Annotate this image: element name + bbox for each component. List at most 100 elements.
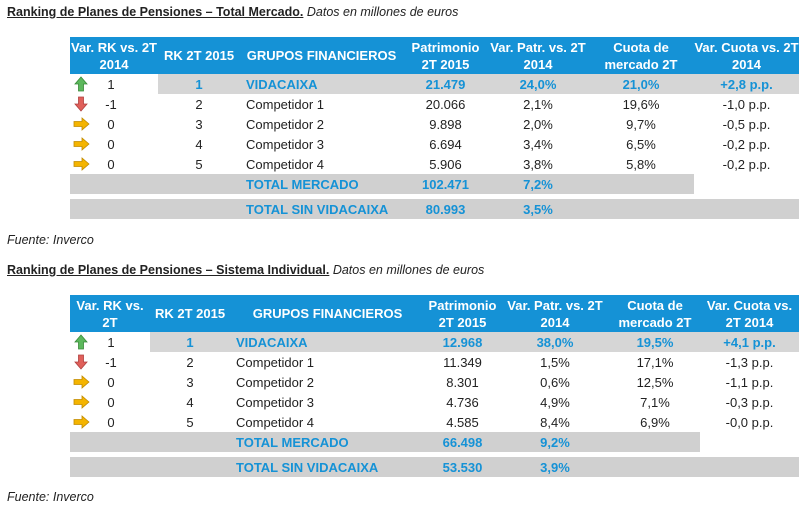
header-var-cuota: Var. Cuota vs. 2T 2014 (700, 295, 799, 332)
var-rk-value: 1 (107, 76, 115, 92)
patrimonio-value: 9.898 (429, 116, 462, 132)
header-grupos: GRUPOS FINANCIEROS (240, 37, 403, 74)
var-patr-value: 38,0% (500, 332, 610, 352)
total-var-patr: 7,2% (488, 174, 588, 194)
total-sin-label: TOTAL SIN VIDACAIXA (240, 199, 403, 219)
total-var-patr: 9,2% (500, 432, 610, 452)
cuota-value: 5,8% (626, 156, 656, 172)
cuota-value: 6,5% (626, 136, 656, 152)
header-var-rk: Var. RK vs. 2T (70, 295, 150, 332)
var-rk-value: 0 (107, 394, 115, 410)
var-rk-value: 1 (107, 334, 115, 350)
source-note: Fuente: Inverco (7, 233, 94, 247)
var-patr-value: 2,1% (523, 96, 553, 112)
var-rk-value: 0 (107, 156, 115, 172)
right-arrow-icon (70, 395, 92, 409)
total-sin-vidacaixa-row: TOTAL SIN VIDACAIXA 53.530 3,9% (70, 457, 799, 477)
header-cuota: Cuota de mercado 2T (610, 295, 700, 332)
header-var-patr: Var. Patr. vs. 2T 2014 (500, 295, 610, 332)
var-cuota-value: -1,3 p.p. (725, 354, 774, 370)
var-cuota-value: -1,1 p.p. (725, 374, 774, 390)
patrimonio-value: 4.736 (446, 394, 479, 410)
table-row: 1 1 VIDACAIXA 12.968 38,0% 19,5% +4,1 p.p. (70, 332, 799, 352)
rk-value: 4 (195, 136, 203, 152)
var-patr-value: 24,0% (488, 74, 588, 94)
table-row: 0 5 Competidor 4 4.585 8,4% 6,9% -0,0 p.p. (70, 412, 799, 432)
total-sin-patrimonio: 80.993 (403, 199, 488, 219)
var-rk-value: -1 (105, 96, 117, 112)
table-row: 0 4 Competidor 3 4.736 4,9% 7,1% -0,3 p.p. (70, 392, 799, 412)
group-name: Competidor 1 (246, 96, 325, 112)
cuota-value: 17,1% (636, 354, 674, 370)
up-arrow-icon (70, 334, 92, 350)
table-row: -1 2 Competidor 1 20.066 2,1% 19,6% -1,0 p.p. (70, 94, 799, 114)
total-patrimonio: 102.471 (403, 174, 488, 194)
patrimonio-value: 5.906 (429, 156, 462, 172)
rk-value: 1 (158, 74, 240, 94)
var-patr-value: 3,8% (523, 156, 553, 172)
right-arrow-icon (70, 375, 92, 389)
var-cuota-value: -0,3 p.p. (725, 394, 774, 410)
rk-value: 3 (195, 116, 203, 132)
var-rk-value: 0 (107, 116, 115, 132)
table-row: 0 4 Competidor 3 6.694 3,4% 6,5% -0,2 p.p. (70, 134, 799, 154)
total-sin-label: TOTAL SIN VIDACAIXA (230, 457, 425, 477)
source-note: Fuente: Inverco (7, 490, 94, 504)
right-arrow-icon (70, 157, 92, 171)
title-subtitle: Datos en millones de euros (332, 263, 485, 277)
table-row: 0 5 Competidor 4 5.906 3,8% 5,8% -0,2 p.p. (70, 154, 799, 174)
header-var-cuota: Var. Cuota vs. 2T 2014 (694, 37, 799, 74)
header-rk: RK 2T 2015 (158, 37, 240, 74)
table-row: -1 2 Competidor 1 11.349 1,5% 17,1% -1,3 p.p. (70, 352, 799, 372)
total-row: TOTAL MERCADO 66.498 9,2% (70, 432, 799, 452)
total-patrimonio: 66.498 (425, 432, 500, 452)
var-cuota-value: -0,2 p.p. (722, 156, 771, 172)
title-bold: Ranking de Planes de Pensiones – Total M… (7, 5, 304, 19)
patrimonio-value: 4.585 (446, 414, 479, 430)
var-patr-value: 0,6% (540, 374, 570, 390)
var-cuota-value: -0,5 p.p. (722, 116, 771, 132)
title-bold: Ranking de Planes de Pensiones – Sistema… (7, 263, 330, 277)
cuota-value: 7,1% (640, 394, 670, 410)
var-cuota-value: +4,1 p.p. (700, 332, 799, 352)
group-name: Competidor 3 (236, 394, 315, 410)
group-name: Competidor 4 (246, 156, 325, 172)
header-var-rk: Var. RK vs. 2T 2014 (70, 37, 158, 74)
cuota-value: 6,9% (640, 414, 670, 430)
right-arrow-icon (70, 137, 92, 151)
patrimonio-value: 8.301 (446, 374, 479, 390)
header-patrimonio: Patrimonio 2T 2015 (425, 295, 500, 332)
group-name: Competidor 1 (236, 354, 315, 370)
table-row: 0 3 Competidor 2 9.898 2,0% 9,7% -0,5 p.p. (70, 114, 799, 134)
var-cuota-value: -0,2 p.p. (722, 136, 771, 152)
rk-value: 5 (195, 156, 203, 172)
rk-value: 3 (186, 374, 194, 390)
patrimonio-value: 6.694 (429, 136, 462, 152)
group-name: Competidor 3 (246, 136, 325, 152)
cuota-value: 12,5% (636, 374, 674, 390)
ranking-table-total-mercado: Var. RK vs. 2T 2014 RK 2T 2015 GRUPOS FI… (70, 37, 799, 219)
var-patr-value: 3,4% (523, 136, 553, 152)
ranking-table-sistema-individual: Var. RK vs. 2T RK 2T 2015 GRUPOS FINANCI… (70, 295, 799, 477)
rk-value: 4 (186, 394, 194, 410)
table-row: 0 3 Competidor 2 8.301 0,6% 12,5% -1,1 p.p. (70, 372, 799, 392)
right-arrow-icon (70, 415, 92, 429)
var-rk-value: 0 (107, 414, 115, 430)
up-arrow-icon (70, 76, 92, 92)
section-title-sistema-individual: Ranking de Planes de Pensiones – Sistema… (7, 263, 484, 277)
cuota-value: 19,5% (610, 332, 700, 352)
var-rk-value: 0 (107, 374, 115, 390)
total-sin-vidacaixa-row: TOTAL SIN VIDACAIXA 80.993 3,5% (70, 199, 799, 219)
header-patrimonio: Patrimonio 2T 2015 (403, 37, 488, 74)
section-title-total-mercado: Ranking de Planes de Pensiones – Total M… (7, 5, 458, 19)
table-row: 1 1 VIDACAIXA 21.479 24,0% 21,0% +2,8 p.p. (70, 74, 799, 94)
header-grupos: GRUPOS FINANCIEROS (230, 295, 425, 332)
total-label: TOTAL MERCADO (240, 174, 403, 194)
header-var-patr: Var. Patr. vs. 2T 2014 (488, 37, 588, 74)
var-patr-value: 8,4% (540, 414, 570, 430)
patrimonio-value: 11.349 (443, 354, 482, 370)
cuota-value: 9,7% (626, 116, 656, 132)
var-cuota-value: -0,0 p.p. (725, 414, 774, 430)
total-sin-patrimonio: 53.530 (425, 457, 500, 477)
cuota-value: 21,0% (588, 74, 694, 94)
